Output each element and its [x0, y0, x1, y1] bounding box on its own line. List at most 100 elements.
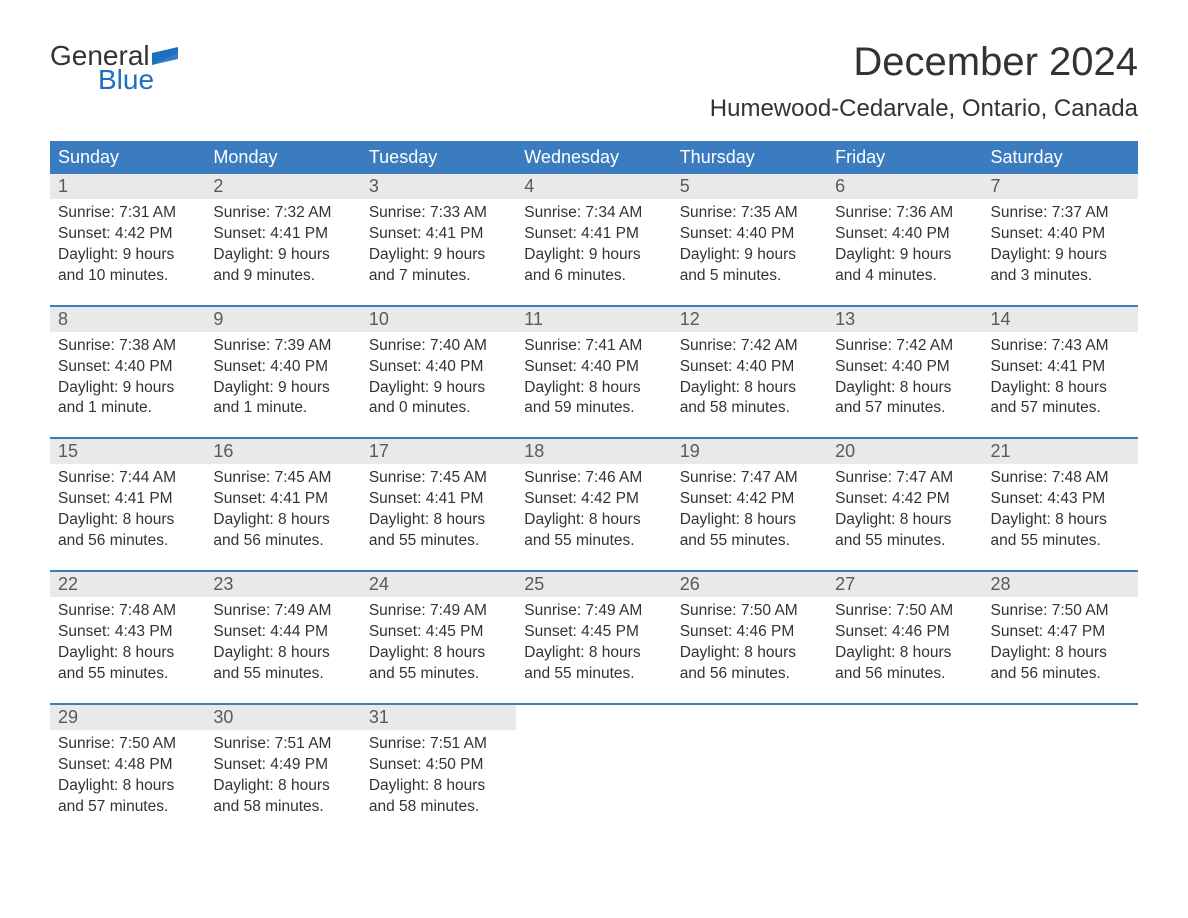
calendar-day: 6Sunrise: 7:36 AMSunset: 4:40 PMDaylight… — [827, 174, 982, 305]
day-sunset: Sunset: 4:42 PM — [680, 489, 819, 510]
day-dl2: and 6 minutes. — [524, 266, 663, 287]
day-sunrise: Sunrise: 7:37 AM — [991, 203, 1130, 224]
day-number — [983, 705, 1138, 709]
day-sunset: Sunset: 4:42 PM — [524, 489, 663, 510]
day-content: Sunrise: 7:31 AMSunset: 4:42 PMDaylight:… — [58, 203, 197, 287]
day-number: 2 — [205, 174, 360, 199]
day-dl1: Daylight: 9 hours — [835, 245, 974, 266]
day-number — [827, 705, 982, 709]
weeks-container: 1 Sunrise: 7:31 AMSunset: 4:42 PMDaylight… — [50, 174, 1138, 835]
day-number: 1 — [50, 174, 205, 199]
calendar-day: 5Sunrise: 7:35 AMSunset: 4:40 PMDaylight… — [672, 174, 827, 305]
day-sunset: Sunset: 4:44 PM — [213, 622, 352, 643]
day-label-saturday: Saturday — [983, 141, 1138, 174]
calendar-day: 7Sunrise: 7:37 AMSunset: 4:40 PMDaylight… — [983, 174, 1138, 305]
day-sunset: Sunset: 4:45 PM — [524, 622, 663, 643]
day-dl1: Daylight: 8 hours — [524, 510, 663, 531]
day-content: Sunrise: 7:42 AMSunset: 4:40 PMDaylight:… — [835, 336, 974, 420]
calendar-week: 8Sunrise: 7:38 AMSunset: 4:40 PMDaylight… — [50, 305, 1138, 438]
day-dl1: Daylight: 8 hours — [680, 510, 819, 531]
day-dl1: Daylight: 8 hours — [835, 643, 974, 664]
day-dl2: and 9 minutes. — [213, 266, 352, 287]
day-dl1: Daylight: 8 hours — [835, 378, 974, 399]
day-dl2: and 55 minutes. — [213, 664, 352, 685]
day-dl2: and 59 minutes. — [524, 398, 663, 419]
day-sunset: Sunset: 4:43 PM — [58, 622, 197, 643]
calendar-day: 13Sunrise: 7:42 AMSunset: 4:40 PMDayligh… — [827, 307, 982, 438]
day-label-sunday: Sunday — [50, 141, 205, 174]
day-dl1: Daylight: 9 hours — [369, 378, 508, 399]
day-sunset: Sunset: 4:40 PM — [680, 357, 819, 378]
day-label-monday: Monday — [205, 141, 360, 174]
day-dl2: and 56 minutes. — [213, 531, 352, 552]
calendar-day: 24Sunrise: 7:49 AMSunset: 4:45 PMDayligh… — [361, 572, 516, 703]
day-sunset: Sunset: 4:48 PM — [58, 755, 197, 776]
day-number: 8 — [50, 307, 205, 332]
calendar-day — [672, 705, 827, 836]
day-dl2: and 10 minutes. — [58, 266, 197, 287]
calendar-day: 15Sunrise: 7:44 AMSunset: 4:41 PMDayligh… — [50, 439, 205, 570]
day-number: 12 — [672, 307, 827, 332]
calendar-day — [983, 705, 1138, 836]
day-sunset: Sunset: 4:40 PM — [835, 357, 974, 378]
day-sunrise: Sunrise: 7:45 AM — [213, 468, 352, 489]
day-dl1: Daylight: 8 hours — [213, 643, 352, 664]
day-dl1: Daylight: 9 hours — [991, 245, 1130, 266]
day-dl2: and 7 minutes. — [369, 266, 508, 287]
header: General Blue December 2024 Humewood-Ceda… — [50, 40, 1138, 123]
day-sunrise: Sunrise: 7:39 AM — [213, 336, 352, 357]
day-content: Sunrise: 7:51 AMSunset: 4:49 PMDaylight:… — [213, 734, 352, 818]
day-sunrise: Sunrise: 7:46 AM — [524, 468, 663, 489]
day-sunrise: Sunrise: 7:36 AM — [835, 203, 974, 224]
day-sunset: Sunset: 4:42 PM — [835, 489, 974, 510]
page: General Blue December 2024 Humewood-Ceda… — [0, 0, 1188, 875]
calendar-day: 23Sunrise: 7:49 AMSunset: 4:44 PMDayligh… — [205, 572, 360, 703]
day-sunrise: Sunrise: 7:49 AM — [369, 601, 508, 622]
day-sunset: Sunset: 4:46 PM — [680, 622, 819, 643]
title-block: December 2024 Humewood-Cedarvale, Ontari… — [710, 40, 1138, 123]
day-sunrise: Sunrise: 7:32 AM — [213, 203, 352, 224]
day-content: Sunrise: 7:41 AMSunset: 4:40 PMDaylight:… — [524, 336, 663, 420]
day-number: 20 — [827, 439, 982, 464]
day-dl1: Daylight: 8 hours — [991, 378, 1130, 399]
day-sunrise: Sunrise: 7:49 AM — [213, 601, 352, 622]
day-number: 21 — [983, 439, 1138, 464]
calendar-day: 22Sunrise: 7:48 AMSunset: 4:43 PMDayligh… — [50, 572, 205, 703]
day-number: 11 — [516, 307, 671, 332]
calendar-day: 8Sunrise: 7:38 AMSunset: 4:40 PMDaylight… — [50, 307, 205, 438]
calendar-day: 19Sunrise: 7:47 AMSunset: 4:42 PMDayligh… — [672, 439, 827, 570]
day-content: Sunrise: 7:45 AMSunset: 4:41 PMDaylight:… — [213, 468, 352, 552]
calendar-week: 1 Sunrise: 7:31 AMSunset: 4:42 PMDaylight… — [50, 174, 1138, 305]
day-content: Sunrise: 7:47 AMSunset: 4:42 PMDaylight:… — [680, 468, 819, 552]
day-sunset: Sunset: 4:46 PM — [835, 622, 974, 643]
day-dl1: Daylight: 9 hours — [524, 245, 663, 266]
calendar-day: 25Sunrise: 7:49 AMSunset: 4:45 PMDayligh… — [516, 572, 671, 703]
day-dl1: Daylight: 8 hours — [58, 643, 197, 664]
month-title: December 2024 — [710, 40, 1138, 85]
calendar-day: 30Sunrise: 7:51 AMSunset: 4:49 PMDayligh… — [205, 705, 360, 836]
day-number: 24 — [361, 572, 516, 597]
day-sunrise: Sunrise: 7:50 AM — [680, 601, 819, 622]
day-sunset: Sunset: 4:40 PM — [369, 357, 508, 378]
day-dl1: Daylight: 8 hours — [213, 776, 352, 797]
day-content: Sunrise: 7:48 AMSunset: 4:43 PMDaylight:… — [991, 468, 1130, 552]
day-content: Sunrise: 7:47 AMSunset: 4:42 PMDaylight:… — [835, 468, 974, 552]
day-dl2: and 56 minutes. — [680, 664, 819, 685]
day-dl1: Daylight: 8 hours — [369, 510, 508, 531]
day-sunset: Sunset: 4:42 PM — [58, 224, 197, 245]
day-dl1: Daylight: 8 hours — [524, 378, 663, 399]
day-sunrise: Sunrise: 7:47 AM — [835, 468, 974, 489]
day-sunrise: Sunrise: 7:48 AM — [991, 468, 1130, 489]
day-number: 4 — [516, 174, 671, 199]
day-content: Sunrise: 7:50 AMSunset: 4:46 PMDaylight:… — [835, 601, 974, 685]
day-content: Sunrise: 7:42 AMSunset: 4:40 PMDaylight:… — [680, 336, 819, 420]
day-content: Sunrise: 7:33 AMSunset: 4:41 PMDaylight:… — [369, 203, 508, 287]
calendar-day: 20 Sunrise: 7:47 AMSunset: 4:42 PMDayligh… — [827, 439, 982, 570]
calendar-day: 14Sunrise: 7:43 AMSunset: 4:41 PMDayligh… — [983, 307, 1138, 438]
calendar-day: 17Sunrise: 7:45 AMSunset: 4:41 PMDayligh… — [361, 439, 516, 570]
calendar-day: 10Sunrise: 7:40 AMSunset: 4:40 PMDayligh… — [361, 307, 516, 438]
day-sunrise: Sunrise: 7:51 AM — [213, 734, 352, 755]
day-number: 16 — [205, 439, 360, 464]
day-sunset: Sunset: 4:41 PM — [213, 489, 352, 510]
calendar-day: 12 Sunrise: 7:42 AMSunset: 4:40 PMDayligh… — [672, 307, 827, 438]
